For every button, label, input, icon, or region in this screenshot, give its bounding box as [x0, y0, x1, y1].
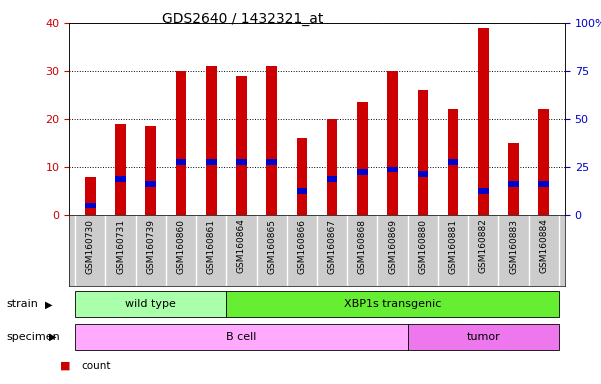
- Text: GSM160881: GSM160881: [448, 218, 457, 273]
- Text: wild type: wild type: [125, 299, 176, 310]
- Text: specimen: specimen: [6, 332, 59, 342]
- Text: GSM160864: GSM160864: [237, 218, 246, 273]
- Bar: [85, 203, 96, 208]
- Text: GSM160868: GSM160868: [358, 218, 367, 273]
- Text: GSM160731: GSM160731: [116, 218, 125, 273]
- Bar: [327, 119, 337, 215]
- Bar: [175, 159, 186, 165]
- Bar: [115, 176, 126, 182]
- Bar: [206, 66, 216, 215]
- Bar: [206, 159, 216, 165]
- Text: GSM160880: GSM160880: [418, 218, 427, 273]
- Text: B cell: B cell: [226, 332, 257, 342]
- Bar: [266, 66, 277, 215]
- Text: GSM160882: GSM160882: [479, 218, 488, 273]
- Bar: [418, 90, 428, 215]
- Bar: [387, 167, 398, 172]
- Bar: [297, 188, 307, 194]
- Text: ■: ■: [60, 361, 70, 371]
- Bar: [227, 291, 559, 317]
- Text: GSM160866: GSM160866: [297, 218, 307, 273]
- Bar: [357, 169, 368, 175]
- Bar: [75, 324, 407, 350]
- Bar: [538, 109, 549, 215]
- Text: ▶: ▶: [45, 299, 52, 310]
- Text: XBP1s transgenic: XBP1s transgenic: [344, 299, 441, 310]
- Bar: [327, 176, 337, 182]
- Bar: [448, 159, 459, 165]
- Bar: [508, 181, 519, 187]
- Bar: [85, 177, 96, 215]
- Text: GSM160865: GSM160865: [267, 218, 276, 273]
- Bar: [357, 102, 368, 215]
- Bar: [297, 138, 307, 215]
- Text: GSM160869: GSM160869: [388, 218, 397, 273]
- Bar: [407, 324, 559, 350]
- Text: ▶: ▶: [49, 332, 56, 342]
- Bar: [478, 188, 489, 194]
- Text: GSM160860: GSM160860: [177, 218, 186, 273]
- Bar: [538, 181, 549, 187]
- Bar: [266, 159, 277, 165]
- Bar: [418, 171, 428, 177]
- Text: tumor: tumor: [466, 332, 500, 342]
- Bar: [145, 181, 156, 187]
- Text: GSM160883: GSM160883: [509, 218, 518, 273]
- Bar: [478, 28, 489, 215]
- Bar: [236, 76, 247, 215]
- Bar: [387, 71, 398, 215]
- Text: GSM160730: GSM160730: [86, 218, 95, 273]
- Text: GSM160861: GSM160861: [207, 218, 216, 273]
- Bar: [175, 71, 186, 215]
- Bar: [448, 109, 459, 215]
- Bar: [145, 126, 156, 215]
- Text: strain: strain: [6, 299, 38, 310]
- Bar: [508, 143, 519, 215]
- Bar: [115, 124, 126, 215]
- Bar: [236, 159, 247, 165]
- Bar: [75, 291, 227, 317]
- Text: count: count: [81, 361, 111, 371]
- Text: GSM160739: GSM160739: [146, 218, 155, 273]
- Text: GDS2640 / 1432321_at: GDS2640 / 1432321_at: [162, 12, 323, 25]
- Text: GSM160884: GSM160884: [539, 218, 548, 273]
- Text: GSM160867: GSM160867: [328, 218, 337, 273]
